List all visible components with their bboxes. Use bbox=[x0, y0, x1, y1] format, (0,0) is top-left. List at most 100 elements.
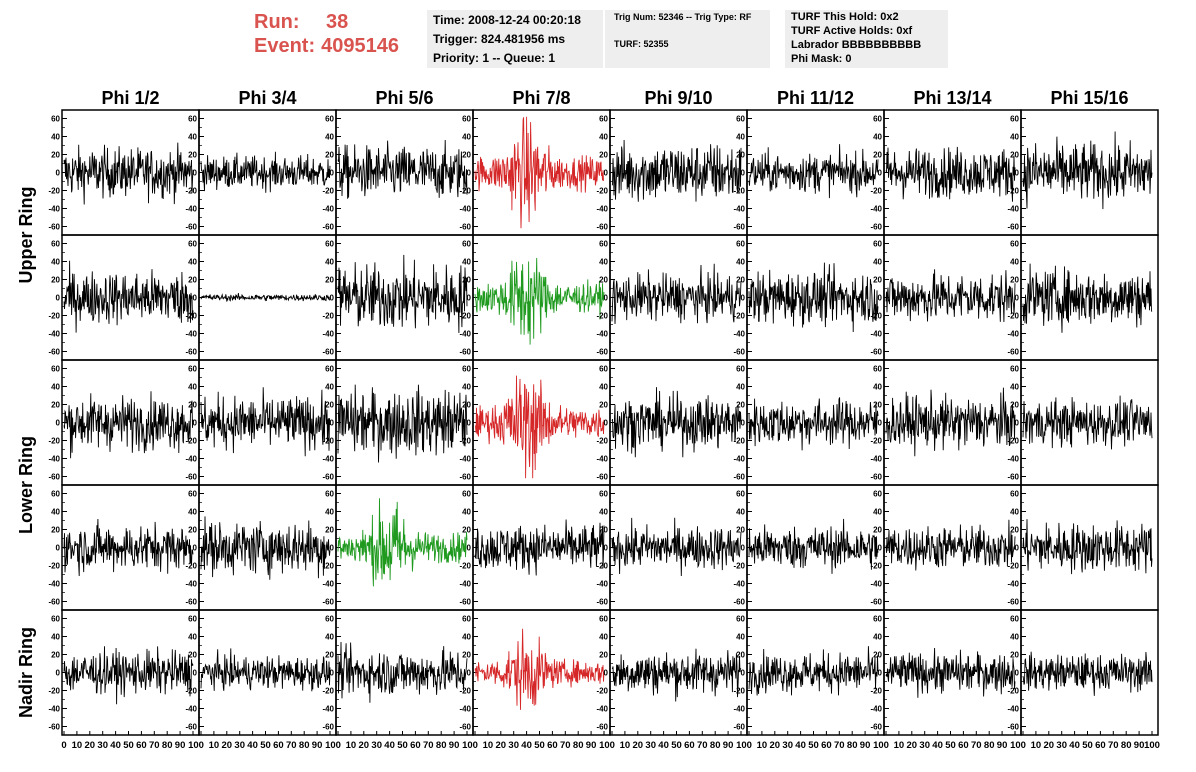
y-tick-label: -20 bbox=[185, 187, 197, 196]
y-tick-label: 0 bbox=[604, 419, 609, 428]
y-tick-label: -40 bbox=[596, 205, 608, 214]
x-tick-label: 30 bbox=[919, 740, 930, 751]
y-tick-label: -60 bbox=[459, 723, 471, 732]
y-tick-label: -60 bbox=[596, 223, 608, 232]
y-tick-label: 0 bbox=[193, 169, 198, 178]
y-tick-label: 0 bbox=[1015, 294, 1020, 303]
x-tick-label: 10 bbox=[894, 740, 905, 751]
y-tick-label: -40 bbox=[870, 455, 882, 464]
y-tick-label: -20 bbox=[322, 562, 334, 571]
y-tick-label: 40 bbox=[462, 133, 471, 142]
x-tick-label: 30 bbox=[371, 740, 382, 751]
y-tick-label: 40 bbox=[51, 633, 60, 642]
x-tick-label: 40 bbox=[521, 740, 532, 751]
y-tick-label: -60 bbox=[870, 598, 882, 607]
x-tick-label: 60 bbox=[136, 740, 147, 751]
y-tick-label: 20 bbox=[462, 151, 471, 160]
y-tick-label: -20 bbox=[596, 687, 608, 696]
y-tick-label: -40 bbox=[733, 455, 745, 464]
y-tick-label: 20 bbox=[599, 151, 608, 160]
y-tick-label: 20 bbox=[188, 151, 197, 160]
y-tick-label: -20 bbox=[48, 687, 60, 696]
y-tick-label: 60 bbox=[325, 365, 334, 374]
y-tick-label: 40 bbox=[736, 508, 745, 517]
x-tick-label: 20 bbox=[359, 740, 370, 751]
y-tick-label: 40 bbox=[462, 633, 471, 642]
y-tick-label: -40 bbox=[1007, 205, 1019, 214]
y-tick-label: -20 bbox=[185, 312, 197, 321]
y-tick-label: 40 bbox=[188, 508, 197, 517]
y-tick-label: 0 bbox=[56, 544, 61, 553]
column-header: Phi 11/12 bbox=[777, 88, 854, 108]
y-tick-label: -40 bbox=[185, 205, 197, 214]
waveform-series bbox=[1022, 651, 1153, 696]
y-tick-label: 20 bbox=[51, 526, 60, 535]
waveform-series bbox=[1022, 131, 1153, 210]
turf-hold-text: TURF This Hold: 0x2 bbox=[791, 11, 899, 23]
panel-frame bbox=[335, 109, 474, 236]
x-tick-label: 20 bbox=[633, 740, 644, 751]
x-tick-label: 20 bbox=[496, 740, 507, 751]
y-tick-label: -20 bbox=[733, 562, 745, 571]
y-tick-label: -60 bbox=[596, 348, 608, 357]
x-tick-label: 100 bbox=[736, 740, 752, 751]
y-tick-label: 40 bbox=[51, 508, 60, 517]
y-tick-label: 40 bbox=[1010, 258, 1019, 267]
y-tick-label: -40 bbox=[48, 205, 60, 214]
y-tick-label: 60 bbox=[599, 615, 608, 624]
x-tick-label: 80 bbox=[573, 740, 584, 751]
y-tick-label: 60 bbox=[1010, 615, 1019, 624]
y-tick-label: -20 bbox=[1007, 312, 1019, 321]
x-tick-label: 40 bbox=[384, 740, 395, 751]
y-tick-label: -60 bbox=[1007, 473, 1019, 482]
column-header: Phi 3/4 bbox=[238, 88, 296, 108]
y-tick-label: -20 bbox=[596, 437, 608, 446]
waveform-series bbox=[337, 498, 468, 587]
y-tick-label: 60 bbox=[188, 490, 197, 499]
y-tick-label: -20 bbox=[596, 187, 608, 196]
y-tick-label: -20 bbox=[596, 562, 608, 571]
waveform-series bbox=[474, 116, 604, 229]
y-tick-label: -60 bbox=[185, 723, 197, 732]
y-tick-label: 20 bbox=[188, 526, 197, 535]
waveform-series bbox=[748, 518, 879, 574]
y-tick-label: -40 bbox=[322, 205, 334, 214]
y-tick-label: 40 bbox=[599, 508, 608, 517]
y-tick-label: 0 bbox=[330, 169, 335, 178]
y-tick-label: 0 bbox=[741, 419, 746, 428]
y-tick-label: -40 bbox=[870, 205, 882, 214]
y-tick-label: 0 bbox=[56, 294, 61, 303]
y-tick-label: 0 bbox=[193, 544, 198, 553]
y-tick-label: -40 bbox=[459, 330, 471, 339]
y-tick-label: 60 bbox=[462, 240, 471, 249]
trig-num-text: Trig Num: 52346 -- Trig Type: RF bbox=[614, 12, 752, 22]
y-tick-label: 20 bbox=[1010, 276, 1019, 285]
column-header: Phi 1/2 bbox=[101, 88, 159, 108]
y-tick-label: 40 bbox=[873, 383, 882, 392]
y-tick-label: 0 bbox=[330, 544, 335, 553]
y-tick-label: -60 bbox=[596, 598, 608, 607]
run-label: Run: bbox=[254, 11, 300, 33]
row-header: Upper Ring bbox=[16, 187, 36, 284]
waveform-series bbox=[885, 269, 1016, 323]
y-tick-label: -60 bbox=[733, 348, 745, 357]
y-tick-label: -40 bbox=[733, 330, 745, 339]
waveform-series bbox=[200, 516, 331, 580]
y-tick-label: -20 bbox=[459, 437, 471, 446]
x-tick-label: 40 bbox=[932, 740, 943, 751]
waveform-series bbox=[200, 293, 331, 302]
trigger-text: Trigger: 824.481956 ms bbox=[433, 32, 566, 46]
y-tick-label: -40 bbox=[48, 705, 60, 714]
y-tick-label: -40 bbox=[733, 705, 745, 714]
y-tick-label: -60 bbox=[48, 723, 60, 732]
x-tick-label: 20 bbox=[85, 740, 96, 751]
y-tick-label: 40 bbox=[325, 133, 334, 142]
y-tick-label: 60 bbox=[873, 615, 882, 624]
y-tick-label: -20 bbox=[1007, 437, 1019, 446]
y-tick-label: -40 bbox=[1007, 705, 1019, 714]
x-tick-label: 100 bbox=[188, 740, 204, 751]
waveform-series bbox=[474, 628, 605, 710]
y-tick-label: 40 bbox=[51, 133, 60, 142]
y-tick-label: -60 bbox=[322, 223, 334, 232]
y-tick-label: 20 bbox=[873, 526, 882, 535]
